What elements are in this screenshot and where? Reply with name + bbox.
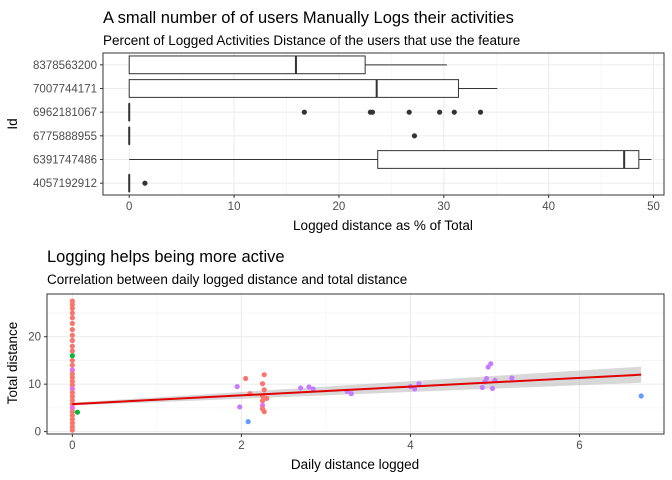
scatter-point [69,405,75,411]
box-body [377,150,640,169]
scatter-x-axis-title: Daily distance logged [291,457,419,472]
boxplot-x-tick-label: 10 [228,201,241,213]
boxplot-panel-border [102,52,665,196]
scatter-point [69,386,75,392]
boxplot-x-tick-label: 30 [437,201,450,213]
scatter-x-tick-label: 2 [238,440,244,452]
scatter-point [483,375,490,382]
scatter-point [243,375,249,382]
scatter-point [69,343,75,349]
boxplot-y-tick-label: 6391747486 [33,155,97,167]
scatter-point [416,381,422,387]
boxplot-x-tick-label: 40 [542,201,555,213]
scatter-point [69,378,75,384]
boxplot-title: A small number of of users Manually Logs… [103,9,514,27]
scatter-point [69,362,75,368]
boxplot-x-tick-label: 50 [647,201,660,213]
box-outlier-point [437,109,443,115]
box-outlier-point [301,109,307,115]
scatter-title: Logging helps being more active [47,248,285,266]
boxplot-y-tick-label: 6962181067 [33,107,97,119]
box-body [128,79,459,98]
scatter-point [69,393,75,400]
scatter-point [237,404,243,410]
scatter-point [310,386,316,392]
scatter-point [69,409,75,415]
scatter-panel-border [46,293,665,435]
scatter-point [259,381,266,387]
boxplot-y-tick-label: 6775888955 [33,131,97,143]
scatter-point [69,326,75,333]
scatter-point [261,409,267,415]
scatter-point [488,361,494,367]
box-outlier-point [411,133,418,139]
scatter-point [69,353,75,359]
boxplot-y-tick-label: 4057192912 [33,178,97,190]
scatter-point [245,419,251,425]
scatter-point [74,409,81,415]
scatter-point [69,374,75,381]
box-outlier-point [451,109,457,115]
scatter-point [261,387,267,393]
scatter-point [479,384,485,391]
scatter-y-tick-label: 20 [28,332,41,344]
scatter-point [509,375,515,381]
boxplot-subtitle: Percent of Logged Activities Distance of… [103,33,520,48]
scatter-x-tick-label: 0 [69,440,75,452]
scatter-point [69,397,75,403]
boxplot-x-axis-title: Logged distance as % of Total [293,218,473,233]
scatter-point [69,371,75,377]
smooth-trend-line [72,373,642,406]
scatter-point [69,390,75,396]
scatter-point [306,384,312,390]
scatter-x-tick-label: 4 [407,440,414,452]
boxplot-y-axis-title: Id [5,118,20,129]
box-outlier-point [477,109,484,115]
scatter-point [69,382,75,388]
boxplot-panel: 8378563200 7007744171 6962181067 6775888955… [33,52,665,213]
scatter-y-tick-label: 0 [35,427,41,439]
box-outlier-point [369,109,376,115]
scatter-y-axis-title: Total distance [5,322,20,405]
scatter-point [69,367,75,373]
scatter-point [69,301,75,308]
scatter-point [261,372,267,378]
boxplot-x-tick-label: 0 [126,201,132,213]
boxplot-y-tick-label: 8378563200 [33,60,97,72]
scatter-point [69,357,75,364]
boxplot-x-tick-label: 20 [333,201,346,213]
scatter-point [259,398,266,404]
scatter-point [69,337,75,344]
scatter-point [348,391,354,397]
scatter-y-tick-label: 10 [28,379,41,391]
scatter-point [412,386,418,392]
boxplot-y-tick-label: 7007744171 [33,84,97,96]
scatter-point [69,427,75,433]
scatter-point [234,383,240,390]
scatter-panel-background [47,294,664,434]
scatter-subtitle: Correlation between daily logged distanc… [47,272,407,287]
scatter-point [69,315,75,321]
scatter-point [638,393,644,399]
scatter-point [69,348,75,354]
box-outlier-point [142,180,148,186]
scatter-point [69,420,75,426]
box-body [128,55,366,75]
scatter-point [69,305,75,311]
scatter-point [489,385,496,392]
scatter-point [69,320,75,327]
scatter-point [69,412,75,419]
scatter-point [297,385,304,391]
scatter-x-tick-label: 6 [576,440,582,452]
scatter-point [69,416,75,422]
box-outlier-point [406,109,412,115]
scatter-point [264,395,270,402]
scatter-point [69,332,75,338]
scatter-panel: 0 2 4 6 0 10 20 [28,293,665,452]
boxplot-panel-background [103,53,664,195]
scatter-point [69,310,75,316]
